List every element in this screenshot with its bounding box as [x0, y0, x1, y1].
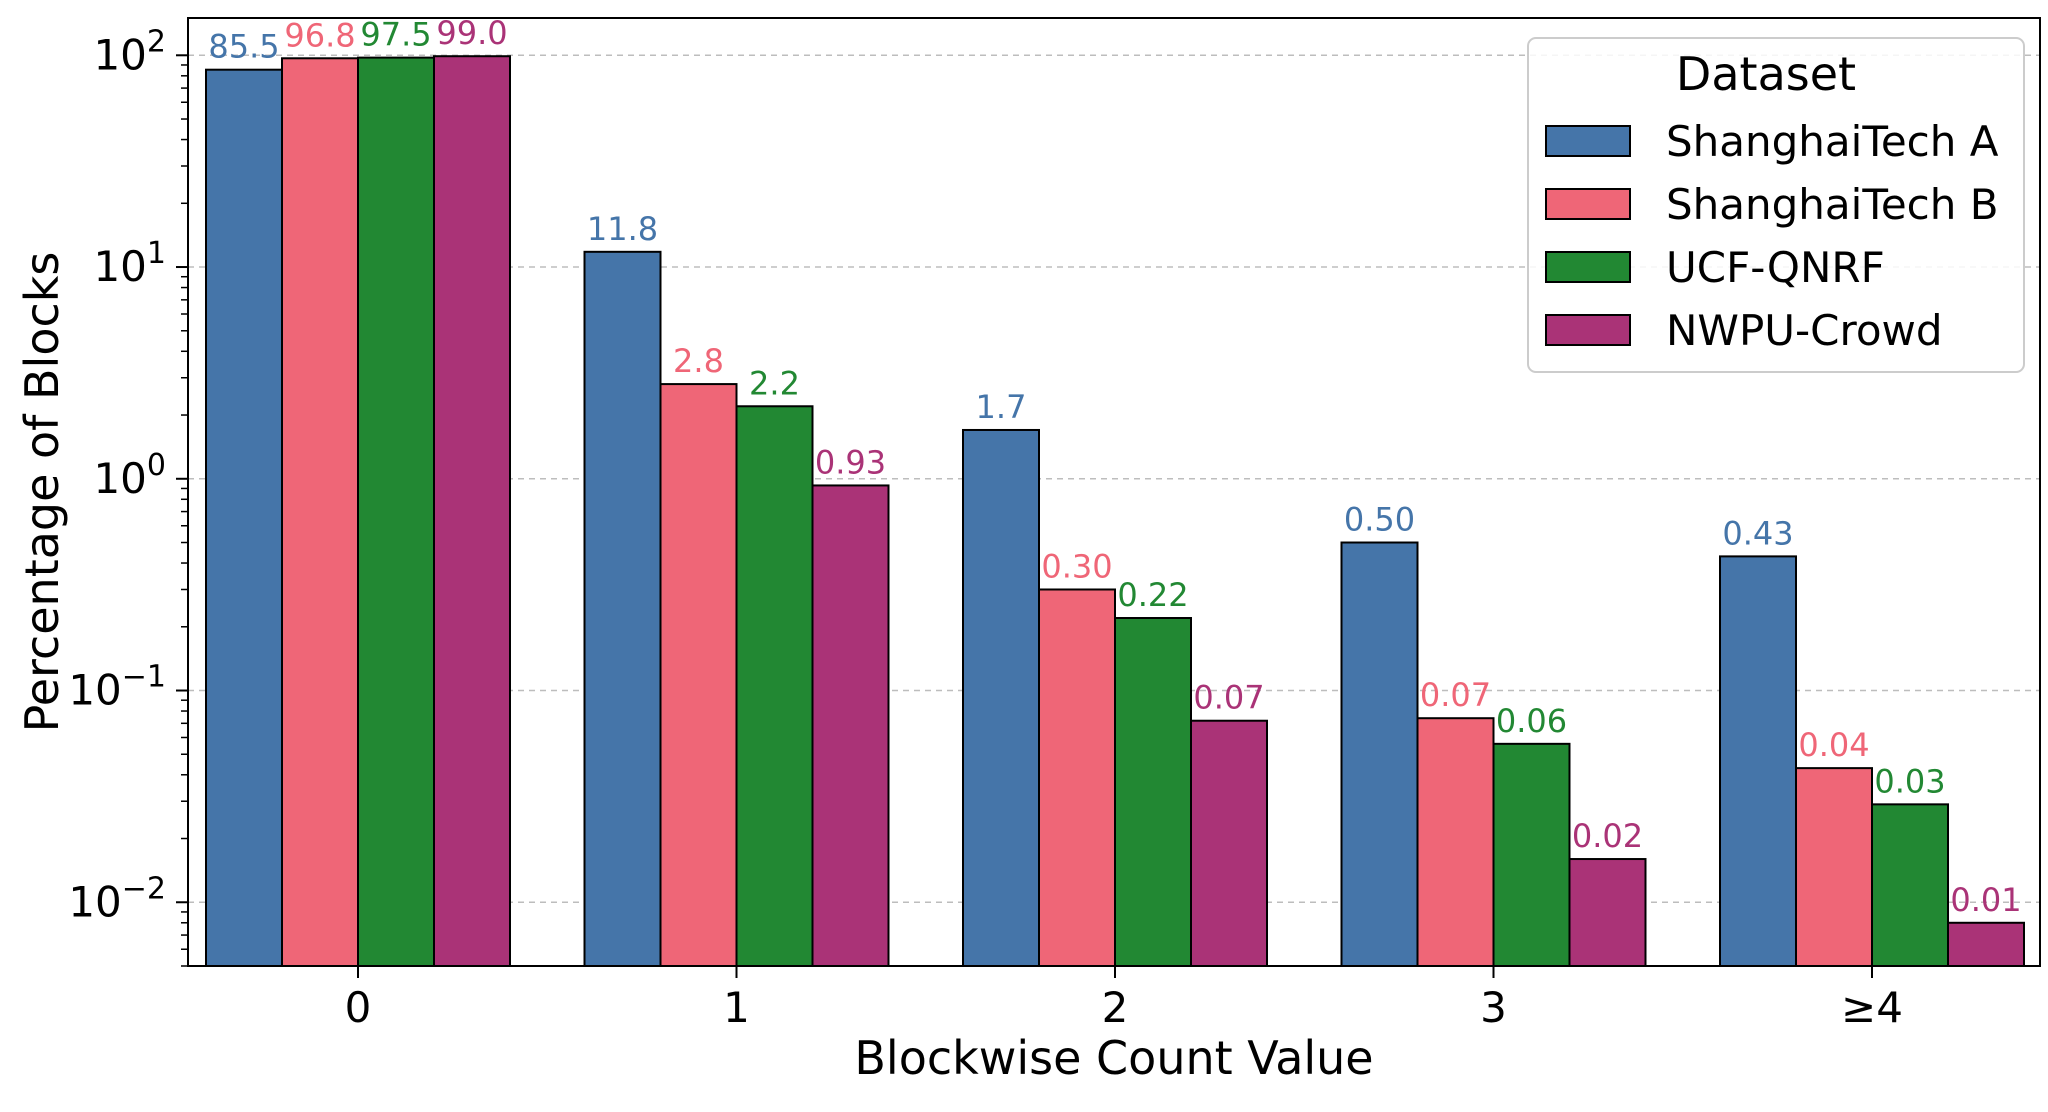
y-tick-label: 100 [93, 448, 166, 503]
data-labels: 85.5 96.8 97.5 99.0 11.8 2.8 2.2 0.93 1.7 0.300.2… [208, 14, 2021, 919]
bar-ucf-qnrf-4 [1871, 803, 1949, 967]
legend-swatch [1545, 188, 1631, 220]
legend-box [1527, 37, 2025, 373]
axes: 10−2 10−1 100 101 102 0 1 2 3 ≥4 [68, 24, 1903, 1032]
bar-shanghaitech-b-4 [1795, 767, 1873, 967]
bar-shanghaitech-a-0 [205, 68, 283, 968]
bar-shanghaitech-b-0 [281, 57, 359, 968]
bar-shanghaitech-b-2 [1038, 588, 1116, 968]
legend-label: NWPU-Crowd [1666, 306, 1943, 355]
y-axis-title: Percentage of Blocks [15, 252, 69, 733]
data-label: 85.5 [208, 28, 279, 66]
data-label: 0.07 [1420, 676, 1491, 714]
data-label: 2.8 [673, 342, 724, 380]
legend-label: UCF-QNRF [1666, 243, 1885, 292]
legend-label: ShanghaiTech A [1666, 117, 1999, 166]
data-label: 0.02 [1572, 817, 1643, 855]
y-tick-label: 10−1 [68, 660, 166, 715]
data-label: 0.22 [1117, 576, 1188, 614]
bar-ucf-qnrf-2 [1114, 617, 1192, 967]
data-label: 0.04 [1798, 726, 1869, 764]
bar-ucf-qnrf-0 [357, 56, 435, 968]
data-label: 0.03 [1874, 762, 1945, 800]
legend-label: ShanghaiTech B [1666, 180, 1999, 229]
bar-ucf-qnrf-1 [735, 405, 814, 967]
x-tick-label: 0 [345, 983, 372, 1032]
legend-swatch [1545, 251, 1631, 283]
bar-nwpu-crowd-0 [433, 55, 511, 968]
data-label: 2.2 [749, 364, 800, 402]
bars [205, 55, 2025, 968]
data-label: 0.43 [1722, 514, 1793, 552]
data-label: 0.01 [1950, 881, 2021, 919]
bar-nwpu-crowd-2 [1190, 719, 1268, 967]
bar-shanghaitech-a-4 [1719, 555, 1797, 968]
x-tick-label: 1 [723, 983, 750, 1032]
bar-shanghaitech-a-3 [1340, 541, 1419, 968]
data-label: 99.0 [436, 14, 507, 52]
y-tick-label: 102 [93, 24, 166, 79]
legend-swatch [1545, 314, 1631, 346]
data-label: 0.07 [1193, 679, 1264, 717]
data-label: 97.5 [360, 16, 431, 54]
x-tick-label: 2 [1102, 983, 1129, 1032]
data-label: 0.30 [1041, 547, 1112, 585]
x-tick-label: ≥4 [1841, 983, 1903, 1032]
bar-shanghaitech-a-2 [962, 428, 1040, 967]
bar-shanghaitech-b-1 [659, 383, 738, 968]
data-label: 0.06 [1496, 702, 1567, 740]
data-label: 96.8 [284, 16, 355, 54]
data-label: 0.93 [815, 443, 886, 481]
data-label: 0.50 [1344, 501, 1415, 539]
data-label: 1.7 [976, 388, 1027, 426]
bar-nwpu-crowd-4 [1947, 921, 2025, 968]
legend: Dataset ShanghaiTech A ShanghaiTech B UCF-Q… [1527, 37, 2025, 373]
y-tick-label: 101 [93, 236, 166, 291]
bar-shanghaitech-a-1 [583, 250, 662, 968]
x-tick-label: 3 [1480, 983, 1507, 1032]
data-label: 11.8 [587, 210, 658, 248]
bar-nwpu-crowd-1 [811, 484, 890, 967]
legend-title: Dataset [1676, 47, 1856, 101]
y-tick-label: 10−2 [68, 871, 166, 926]
bar-ucf-qnrf-3 [1492, 742, 1571, 967]
x-axis-title: Blockwise Count Value [854, 1031, 1373, 1085]
bar-nwpu-crowd-3 [1568, 858, 1647, 967]
bar-shanghaitech-b-3 [1416, 717, 1495, 967]
legend-swatch [1545, 125, 1631, 157]
